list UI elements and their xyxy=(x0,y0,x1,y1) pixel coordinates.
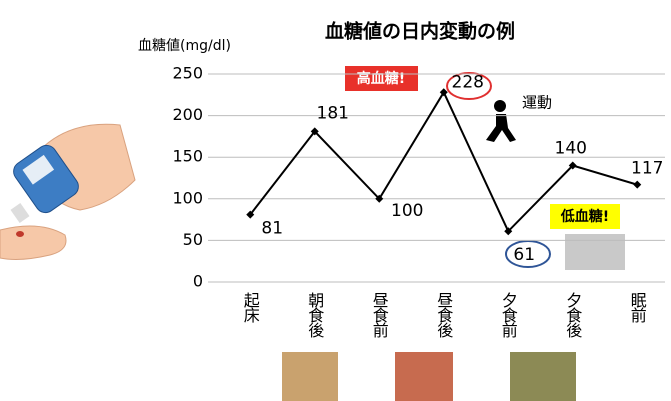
chart: 血糖値の日内変動の例 血糖値(mg/dl) 高血糖! 低血糖! 運動 0 50 10… xyxy=(0,0,671,401)
walker-icon xyxy=(486,100,516,142)
illustration xyxy=(0,124,135,259)
photo xyxy=(510,352,576,401)
data-label: 117 xyxy=(631,159,663,179)
y-tick-label: 0 xyxy=(193,272,203,291)
data-label: 181 xyxy=(317,103,349,123)
data-label: 100 xyxy=(391,201,423,221)
annotation: 低血糖! xyxy=(560,208,609,225)
annotation: 高血糖! xyxy=(357,70,405,87)
photo xyxy=(282,352,338,401)
x-tick-label: 昼食後 xyxy=(434,292,453,338)
x-tick-label: 昼食前 xyxy=(370,292,389,339)
y-tick-label: 150 xyxy=(172,147,203,166)
photo xyxy=(565,234,625,270)
x-tick-label: 起床 xyxy=(241,292,260,323)
y-tick-label: 100 xyxy=(172,188,203,207)
x-tick-label: 夕食前 xyxy=(499,292,518,339)
chart-title: 血糖値の日内変動の例 xyxy=(325,20,515,43)
marker xyxy=(633,181,641,189)
x-tick-label: 朝食後 xyxy=(305,292,324,338)
x-tick-label: 眠前 xyxy=(628,292,647,324)
data-label: 228 xyxy=(452,72,484,92)
y-tick-label: 50 xyxy=(183,230,203,249)
y-tick-label: 250 xyxy=(172,64,203,83)
data-label: 140 xyxy=(555,139,587,159)
plot-area: 0 50 100 150 200 250 起床 朝食後 昼食前 昼食後 夕食前 夕食後 眠前 81 181 1… xyxy=(172,64,665,340)
annotation: 運動 xyxy=(522,94,552,112)
photo xyxy=(395,352,453,401)
y-axis-label: 血糖値(mg/dl) xyxy=(138,38,231,54)
data-label: 61 xyxy=(513,245,535,265)
y-tick-label: 200 xyxy=(172,105,203,124)
x-tick-label: 夕食後 xyxy=(563,292,582,338)
data-label: 81 xyxy=(261,219,283,239)
